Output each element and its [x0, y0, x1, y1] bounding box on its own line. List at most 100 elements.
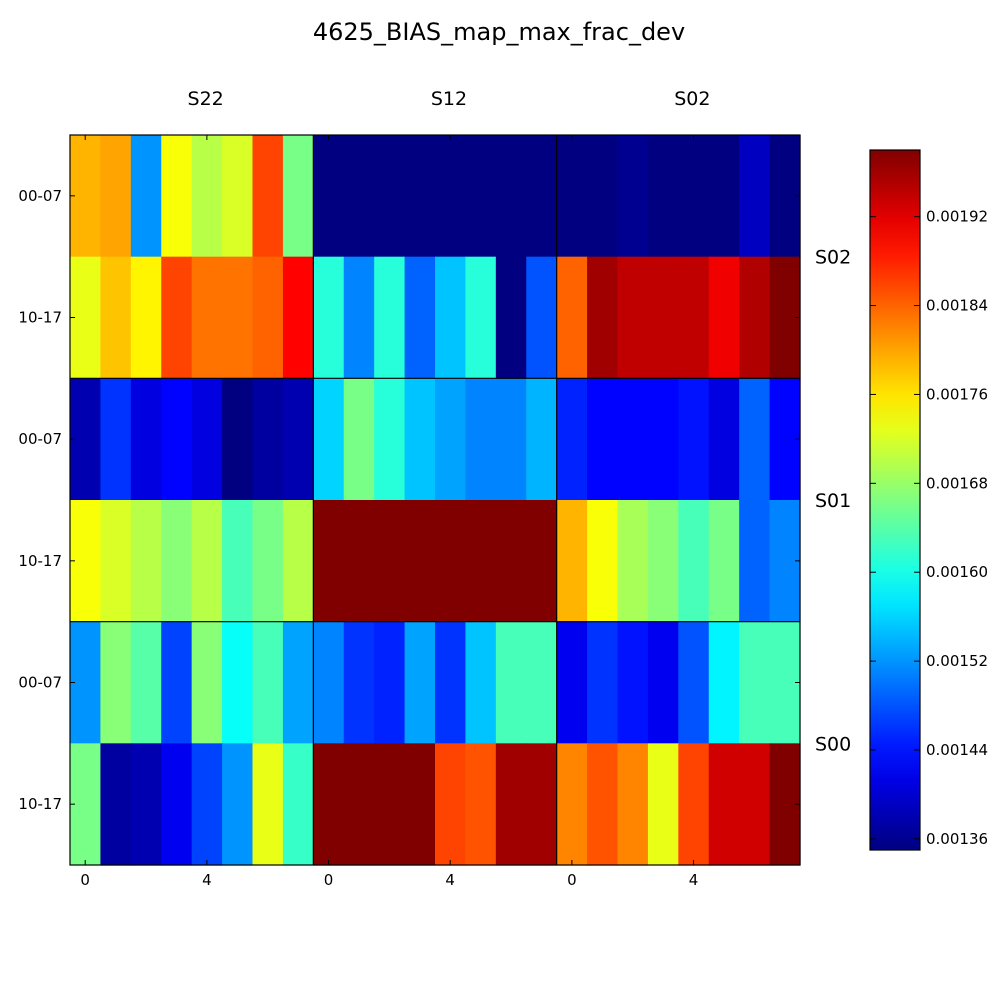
- heatmap-cell: [495, 135, 527, 258]
- column-group-label: S12: [431, 88, 467, 110]
- heatmap-cell: [587, 500, 619, 623]
- heatmap-cell: [617, 378, 649, 501]
- heatmap-cell: [343, 378, 375, 501]
- heatmap-cell: [647, 621, 679, 744]
- colorbar-tick-label: 0.00160: [926, 563, 988, 581]
- heatmap-cell: [556, 256, 588, 379]
- row-group-label: S00: [815, 733, 851, 755]
- y-tick-label: 10-17: [18, 552, 62, 570]
- heatmap-cell: [404, 500, 436, 623]
- x-tick-label: 0: [80, 871, 90, 889]
- heatmap-cell: [404, 378, 436, 501]
- heatmap-cell: [130, 621, 162, 744]
- heatmap-cell: [526, 256, 558, 379]
- heatmap-cell: [465, 743, 497, 866]
- heatmap-cell: [495, 378, 527, 501]
- heatmap-cell: [465, 135, 497, 258]
- row-group-label: S01: [815, 490, 851, 512]
- heatmap-cell: [130, 256, 162, 379]
- colorbar-tick-label: 0.00184: [926, 297, 988, 315]
- heatmap-cell: [100, 500, 132, 623]
- heatmap-cell: [313, 135, 345, 258]
- heatmap-cell: [70, 378, 102, 501]
- heatmap-cell: [678, 256, 710, 379]
- heatmap-cell: [161, 621, 193, 744]
- heatmap-cell: [70, 135, 102, 258]
- heatmap-cell: [374, 621, 406, 744]
- heatmap-cell: [343, 500, 375, 623]
- heatmap-cells: [70, 135, 801, 866]
- heatmap-cell: [404, 743, 436, 866]
- heatmap-cell: [100, 621, 132, 744]
- panel-borders: [69, 134, 801, 866]
- y-tick-label: 00-07: [18, 674, 62, 692]
- heatmap-cell: [222, 256, 254, 379]
- heatmap-cell: [252, 500, 284, 623]
- column-group-label: S02: [674, 88, 710, 110]
- colorbar-tick-label: 0.00152: [926, 652, 988, 670]
- heatmap-cell: [617, 256, 649, 379]
- heatmap-cell: [526, 135, 558, 258]
- heatmap-cell: [282, 743, 314, 866]
- heatmap-cell: [313, 256, 345, 379]
- colorbar-tick-label: 0.00192: [926, 208, 988, 226]
- heatmap-cell: [435, 378, 467, 501]
- heatmap-cell: [556, 743, 588, 866]
- heatmap-cell: [587, 256, 619, 379]
- heatmap-cell: [161, 378, 193, 501]
- heatmap-cell: [374, 135, 406, 258]
- y-tick-labels: 00-07 10-17 00-07 10-17 00-07 10-17: [18, 187, 800, 813]
- heatmap-cell: [191, 378, 223, 501]
- heatmap-cell: [678, 378, 710, 501]
- y-tick-label: 10-17: [18, 795, 62, 813]
- heatmap-cell: [70, 500, 102, 623]
- heatmap-cell: [435, 621, 467, 744]
- heatmap-cell: [222, 378, 254, 501]
- heatmap-cell: [708, 256, 740, 379]
- x-tick-label: 4: [445, 871, 455, 889]
- heatmap-cell: [374, 378, 406, 501]
- heatmap-cell: [222, 135, 254, 258]
- heatmap-cell: [191, 743, 223, 866]
- heatmap-cell: [678, 621, 710, 744]
- heatmap-cell: [343, 256, 375, 379]
- x-tick-label: 4: [202, 871, 212, 889]
- heatmap-cell: [222, 621, 254, 744]
- heatmap-cell: [313, 743, 345, 866]
- heatmap-cell: [587, 621, 619, 744]
- heatmap-cell: [556, 378, 588, 501]
- heatmap-cell: [526, 378, 558, 501]
- heatmap-cell: [465, 256, 497, 379]
- heatmap-cell: [556, 135, 588, 258]
- heatmap-cell: [222, 500, 254, 623]
- column-group-labels: S22 S12 S02: [188, 88, 711, 110]
- heatmap-cell: [100, 256, 132, 379]
- heatmap-cell: [313, 500, 345, 623]
- heatmap-cell: [343, 135, 375, 258]
- heatmap-cell: [191, 135, 223, 258]
- heatmap-cell: [526, 621, 558, 744]
- heatmap-cell: [739, 135, 771, 258]
- heatmap-cell: [161, 743, 193, 866]
- heatmap-cell: [343, 621, 375, 744]
- heatmap-cell: [465, 500, 497, 623]
- heatmap-cell: [130, 743, 162, 866]
- heatmap-cell: [739, 500, 771, 623]
- heatmap-cell: [617, 621, 649, 744]
- heatmap-cell: [282, 135, 314, 258]
- heatmap-cell: [739, 256, 771, 379]
- heatmap-cell: [587, 135, 619, 258]
- heatmap-cell: [191, 500, 223, 623]
- heatmap-cell: [708, 378, 740, 501]
- colorbar-tick-label: 0.00144: [926, 741, 988, 759]
- heatmap-cell: [130, 135, 162, 258]
- heatmap-cell: [708, 743, 740, 866]
- heatmap-cell: [435, 256, 467, 379]
- heatmap-cell: [252, 743, 284, 866]
- heatmap-cell: [313, 621, 345, 744]
- heatmap-cell: [100, 135, 132, 258]
- heatmap-cell: [647, 743, 679, 866]
- heatmap-cell: [617, 743, 649, 866]
- heatmap-cell: [404, 621, 436, 744]
- colorbar-tick-label: 0.00168: [926, 474, 988, 492]
